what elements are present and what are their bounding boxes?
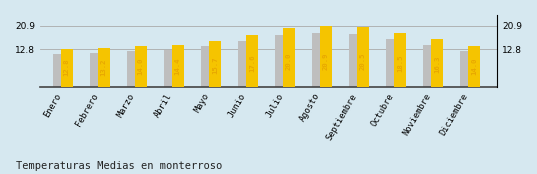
Text: 20.0: 20.0 bbox=[286, 53, 292, 70]
Text: 15.7: 15.7 bbox=[212, 56, 218, 74]
Text: 14.0: 14.0 bbox=[138, 58, 144, 75]
Bar bbox=[135, 46, 147, 87]
Text: 20.9: 20.9 bbox=[323, 52, 329, 70]
Text: 18.5: 18.5 bbox=[397, 54, 403, 72]
Text: 13.2: 13.2 bbox=[101, 58, 107, 76]
Bar bbox=[164, 50, 176, 87]
Text: 17.6: 17.6 bbox=[249, 55, 255, 72]
Bar bbox=[90, 53, 102, 87]
Text: 14.0: 14.0 bbox=[471, 58, 477, 75]
Bar bbox=[238, 41, 250, 87]
Bar bbox=[275, 35, 287, 87]
Bar bbox=[394, 33, 406, 87]
Bar bbox=[246, 35, 258, 87]
Text: 12.8: 12.8 bbox=[64, 59, 70, 76]
Text: 14.4: 14.4 bbox=[175, 57, 181, 75]
Bar bbox=[127, 51, 139, 87]
Text: 20.5: 20.5 bbox=[360, 52, 366, 70]
Bar bbox=[423, 45, 435, 87]
Bar bbox=[468, 46, 480, 87]
Bar bbox=[431, 39, 443, 87]
Bar bbox=[357, 27, 369, 87]
Bar bbox=[320, 26, 332, 87]
Bar bbox=[201, 46, 213, 87]
Bar bbox=[283, 28, 295, 87]
Bar bbox=[349, 34, 361, 87]
Bar bbox=[98, 48, 110, 87]
Bar bbox=[460, 51, 472, 87]
Bar bbox=[61, 49, 72, 87]
Bar bbox=[172, 45, 184, 87]
Text: Temperaturas Medias en monterroso: Temperaturas Medias en monterroso bbox=[16, 161, 222, 171]
Bar bbox=[53, 54, 65, 87]
Bar bbox=[386, 39, 398, 87]
Bar bbox=[312, 33, 324, 87]
Text: 16.3: 16.3 bbox=[434, 56, 440, 73]
Bar bbox=[209, 41, 221, 87]
